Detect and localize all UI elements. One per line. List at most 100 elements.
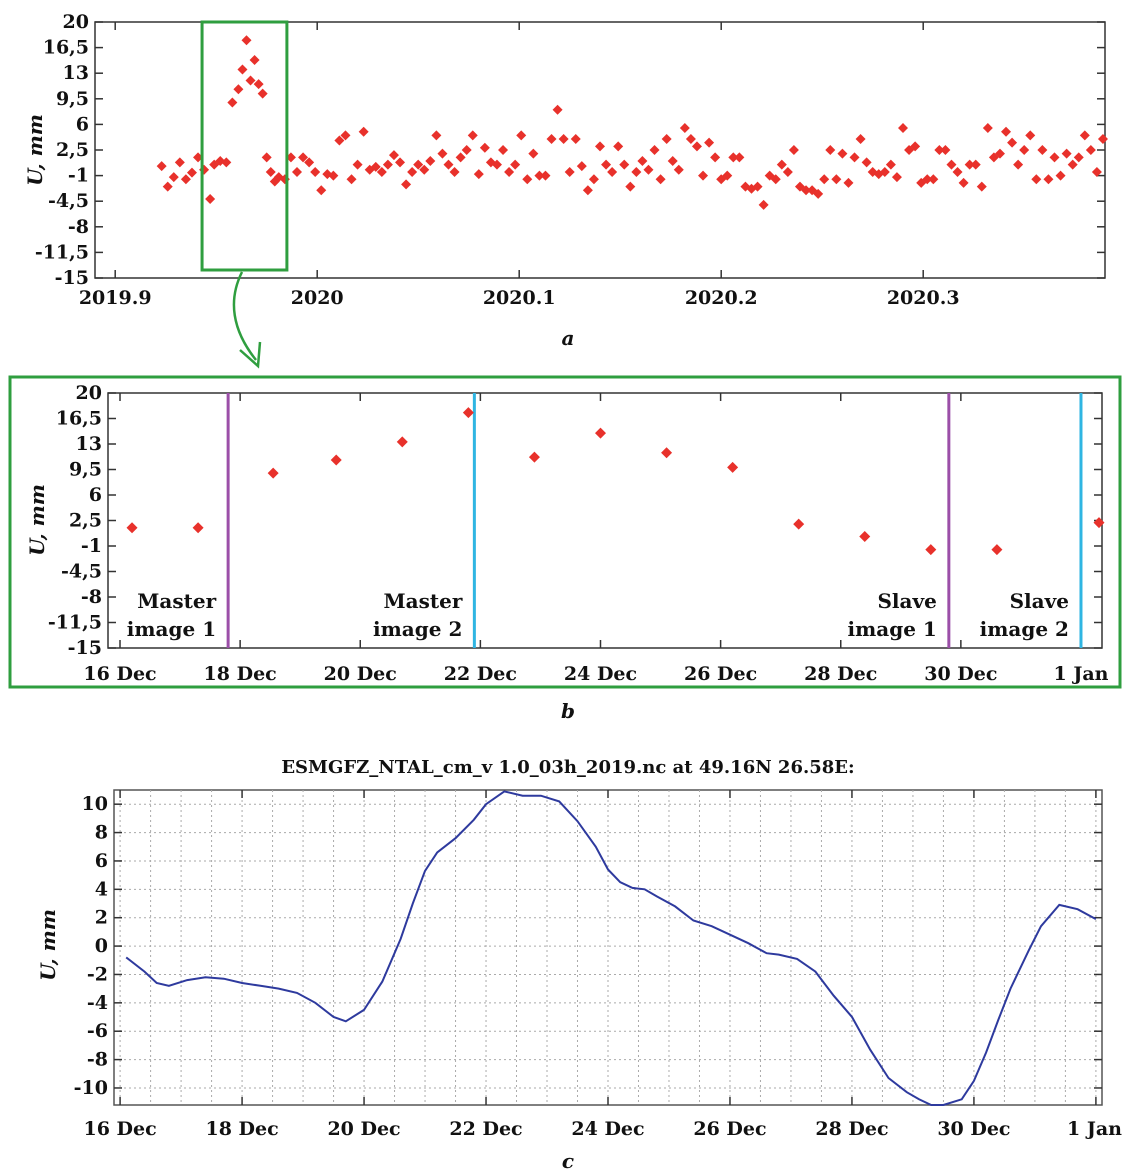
data-point bbox=[922, 174, 933, 185]
y-tick-label: 4 bbox=[95, 878, 108, 900]
data-point bbox=[825, 145, 836, 155]
x-tick-label: 16 Dec bbox=[83, 1118, 156, 1140]
panel-c-grid bbox=[114, 790, 1102, 1105]
panel-b-points bbox=[126, 407, 1105, 556]
data-point bbox=[991, 544, 1003, 556]
data-point bbox=[237, 64, 248, 75]
x-tick-label: 26 Dec bbox=[693, 1118, 766, 1140]
data-point bbox=[898, 123, 908, 134]
data-point bbox=[958, 177, 969, 188]
data-point bbox=[1067, 159, 1078, 170]
data-point bbox=[253, 79, 264, 90]
data-point bbox=[227, 97, 238, 108]
data-point bbox=[1007, 137, 1018, 148]
panel-b-green-frame bbox=[8, 375, 1122, 689]
x-tick-label: 28 Dec bbox=[804, 663, 877, 685]
data-point bbox=[396, 436, 408, 448]
data-point bbox=[819, 174, 830, 185]
data-point bbox=[552, 104, 563, 115]
data-point bbox=[752, 181, 763, 192]
data-point bbox=[861, 157, 872, 168]
y-tick-label: -11,5 bbox=[35, 241, 89, 263]
panel-a-highlight-box bbox=[200, 20, 289, 272]
data-point bbox=[443, 159, 454, 170]
y-tick-label: 2 bbox=[95, 907, 108, 929]
x-tick-label: 1 Jan bbox=[1067, 1118, 1122, 1140]
y-tick-label: 2,5 bbox=[56, 139, 89, 161]
x-tick-label: 20 Dec bbox=[324, 663, 397, 685]
data-point bbox=[249, 55, 260, 66]
data-point bbox=[691, 141, 702, 152]
data-point bbox=[292, 166, 302, 177]
data-point bbox=[564, 166, 575, 177]
image-marker-label: Master bbox=[384, 589, 463, 613]
data-point bbox=[467, 130, 478, 141]
data-point bbox=[1073, 152, 1084, 163]
panel-c-label: c bbox=[562, 1149, 574, 1173]
panel-b-x-axis: 16 Dec 18 Dec 20 Dec 22 Dec 24 Dec 26 Dec 28 D… bbox=[83, 393, 1109, 685]
data-point bbox=[245, 75, 256, 86]
data-point bbox=[837, 148, 848, 159]
data-point bbox=[192, 522, 204, 534]
x-tick-label: 1 Jan bbox=[1054, 663, 1109, 685]
x-tick-label: 18 Dec bbox=[204, 663, 277, 685]
data-point bbox=[168, 172, 179, 183]
data-point bbox=[241, 35, 252, 46]
data-point bbox=[449, 166, 460, 177]
panel-a-x-axis: 2019.9 2020 2020.1 2020.2 2020.3 bbox=[79, 22, 960, 309]
data-point bbox=[431, 130, 442, 141]
data-point bbox=[952, 166, 963, 177]
data-point bbox=[1019, 145, 1030, 155]
data-point bbox=[673, 164, 684, 175]
y-tick-label: 10 bbox=[82, 793, 108, 815]
data-point bbox=[1091, 166, 1102, 177]
data-point bbox=[793, 518, 805, 530]
y-tick-label: -8 bbox=[81, 586, 102, 608]
y-tick-label: 9,5 bbox=[56, 88, 89, 110]
data-point bbox=[1061, 148, 1072, 159]
panel-c-plot-frame bbox=[113, 789, 1103, 1106]
data-point bbox=[601, 159, 612, 170]
data-point bbox=[221, 157, 232, 168]
y-tick-label: -4,5 bbox=[61, 561, 102, 583]
data-point bbox=[594, 427, 606, 439]
x-tick-label: 24 Dec bbox=[571, 1118, 644, 1140]
image-marker-label: image 1 bbox=[848, 617, 937, 641]
data-point bbox=[462, 407, 474, 419]
data-point bbox=[1037, 145, 1048, 155]
data-point bbox=[455, 152, 466, 163]
data-point bbox=[964, 159, 975, 170]
data-point bbox=[770, 174, 781, 185]
data-point bbox=[304, 157, 315, 168]
y-tick-label: 2,5 bbox=[69, 510, 102, 532]
panel-a-label: a bbox=[562, 326, 575, 350]
data-point bbox=[607, 166, 618, 177]
panel-b-label: b bbox=[561, 699, 575, 723]
data-point bbox=[679, 123, 690, 134]
data-point bbox=[831, 174, 842, 185]
data-point bbox=[982, 123, 993, 134]
x-tick-label: 22 Dec bbox=[444, 663, 517, 685]
data-point bbox=[788, 145, 799, 155]
data-point bbox=[661, 134, 672, 145]
x-tick-label: 2020.3 bbox=[887, 287, 960, 309]
data-point bbox=[558, 134, 569, 145]
data-point bbox=[401, 179, 412, 190]
data-point bbox=[504, 166, 515, 177]
data-point bbox=[649, 145, 660, 155]
image-marker-label: image 1 bbox=[127, 617, 216, 641]
y-tick-label: 6 bbox=[89, 484, 102, 506]
data-point bbox=[388, 150, 399, 161]
data-point bbox=[637, 155, 648, 166]
y-tick-label: 20 bbox=[76, 382, 102, 404]
data-point bbox=[1093, 517, 1105, 529]
x-tick-label: 2020.2 bbox=[685, 287, 758, 309]
data-point bbox=[316, 185, 327, 196]
data-point bbox=[994, 148, 1005, 159]
data-point bbox=[625, 181, 636, 192]
data-point bbox=[510, 159, 521, 170]
data-point bbox=[534, 170, 545, 181]
y-tick-label: -11,5 bbox=[48, 612, 102, 634]
data-point bbox=[516, 130, 527, 141]
